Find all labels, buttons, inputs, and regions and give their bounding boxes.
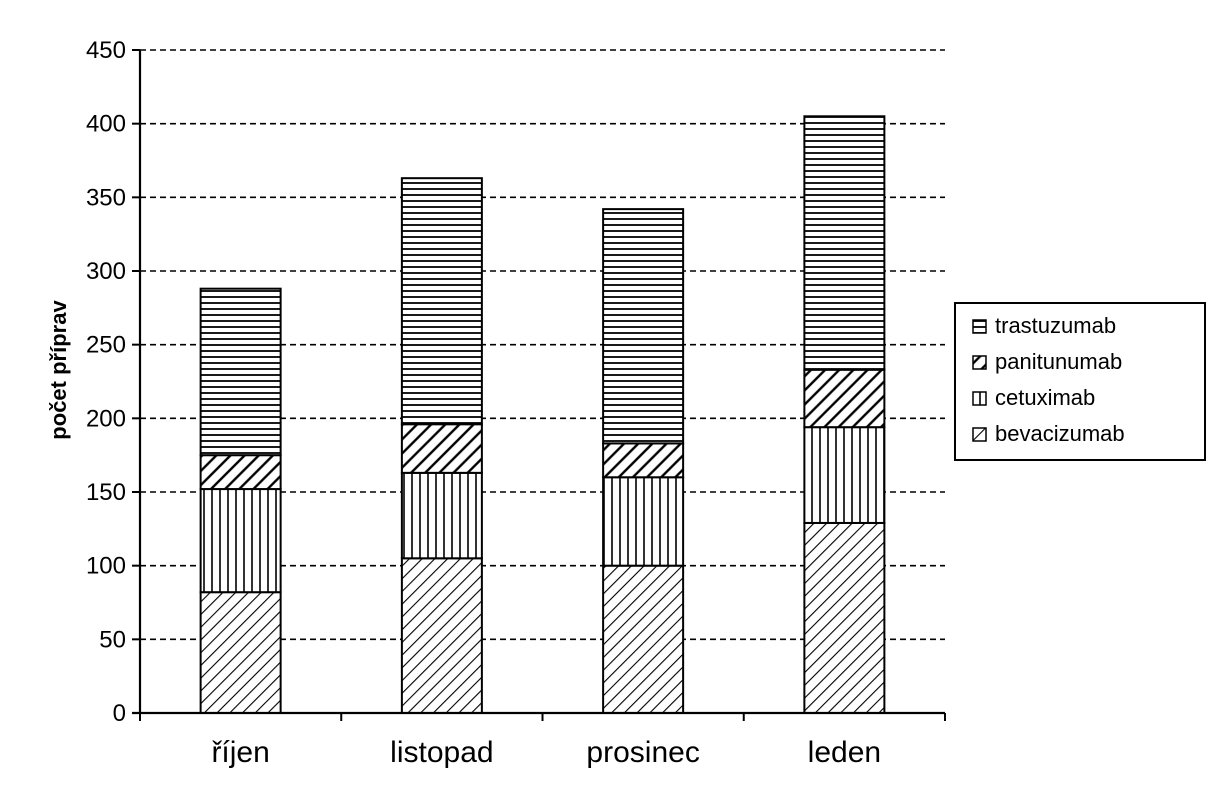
legend-swatch-trastuzumab (972, 319, 987, 334)
y-tick-label: 50 (99, 626, 126, 653)
y-tick-label: 250 (86, 332, 126, 359)
bar-segment-panitunumab-3 (803, 368, 886, 429)
y-tick-label: 300 (86, 258, 126, 285)
x-tick-label: prosinec (586, 736, 699, 769)
legend-swatch-bevacizumab (972, 427, 987, 442)
bar-segment-cetuximab-3 (803, 426, 886, 524)
legend-swatch-cetuximab (972, 391, 987, 406)
x-tick-label: říjen (211, 736, 269, 769)
y-tick-label: 450 (86, 37, 126, 64)
bar-segment-bevacizumab-2 (602, 564, 685, 715)
x-tick-label: listopad (390, 736, 493, 769)
y-tick-label: 150 (86, 479, 126, 506)
bar-segment-panitunumab-1 (400, 423, 483, 474)
y-tick-label: 100 (86, 553, 126, 580)
bar-segment-cetuximab-1 (400, 471, 483, 560)
bar-segment-trastuzumab-0 (199, 287, 282, 457)
bar-segment-cetuximab-2 (602, 476, 685, 567)
y-tick-label: 0 (113, 700, 126, 727)
legend-box (954, 302, 1206, 461)
y-tick-label: 200 (86, 405, 126, 432)
legend-label-cetuximab: cetuximab (995, 385, 1095, 410)
legend: trastuzumab panitunumab cetuximab bevacizum… (954, 302, 1206, 461)
bar-segment-bevacizumab-1 (400, 557, 483, 714)
legend-swatch-panitunumab (972, 355, 987, 370)
axes (132, 50, 946, 721)
bar-segment-trastuzumab-1 (400, 177, 483, 426)
x-tick-label: leden (808, 736, 881, 769)
legend-label-trastuzumab: trastuzumab (995, 313, 1116, 338)
y-axis-label: počet příprav (46, 300, 71, 440)
bars (199, 115, 886, 715)
bar-segment-cetuximab-0 (199, 488, 282, 594)
bar-segment-bevacizumab-3 (803, 521, 886, 714)
bar-segment-panitunumab-0 (199, 454, 282, 491)
bar-segment-trastuzumab-3 (803, 115, 886, 371)
x-tick-labels: říjen listopad prosinec leden (211, 736, 881, 769)
y-tick-labels: 0 50 100 150 200 250 300 350 400 450 (86, 37, 140, 727)
legend-label-bevacizumab: bevacizumab (995, 421, 1125, 446)
bar-segment-panitunumab-2 (602, 442, 685, 479)
bar-segment-bevacizumab-0 (199, 591, 282, 714)
bar-segment-trastuzumab-2 (602, 208, 685, 445)
y-tick-label: 350 (86, 184, 126, 211)
y-tick-label: 400 (86, 111, 126, 138)
legend-label-panitunumab: panitunumab (995, 349, 1122, 374)
